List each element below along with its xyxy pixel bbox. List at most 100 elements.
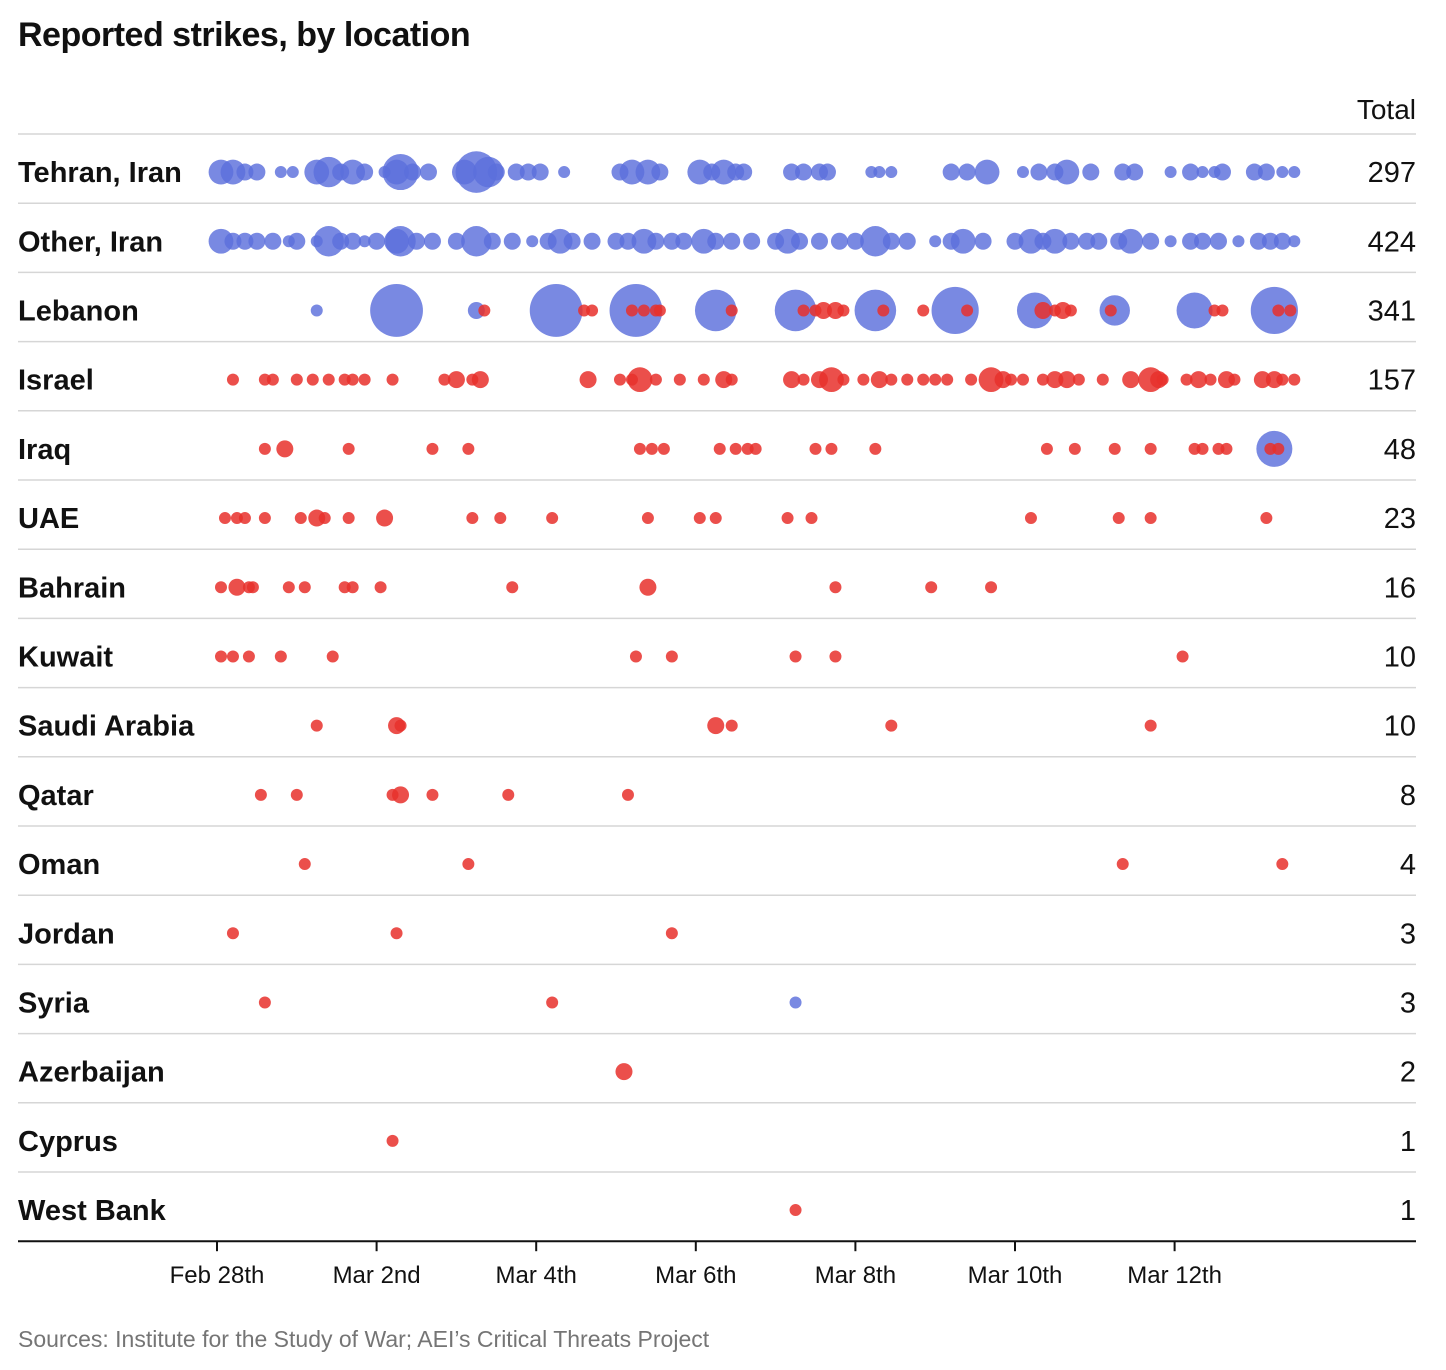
strike-dot-blue bbox=[694, 289, 737, 332]
strike-dot-blue bbox=[1176, 292, 1213, 329]
strike-dot-blue bbox=[1016, 166, 1029, 179]
strike-dot-red bbox=[877, 304, 890, 317]
strike-dot-blue bbox=[783, 163, 801, 181]
location-row: Other, Iran 424 bbox=[18, 226, 1416, 274]
strike-dot-blue bbox=[531, 163, 549, 181]
strike-dot-red bbox=[869, 442, 882, 455]
row-total: 48 bbox=[1384, 434, 1416, 466]
strike-dot-red bbox=[870, 371, 888, 389]
strike-dot-red bbox=[1228, 373, 1241, 386]
strike-dot-red bbox=[238, 512, 251, 525]
strike-dot-red bbox=[693, 512, 706, 525]
row-total: 8 bbox=[1400, 780, 1416, 812]
strike-dot-blue bbox=[356, 163, 374, 181]
strike-dot-blue bbox=[526, 235, 539, 248]
strike-dot-blue bbox=[408, 232, 425, 250]
strike-dot-red bbox=[749, 442, 762, 455]
strike-dot-red bbox=[426, 788, 439, 801]
strike-dot-red bbox=[783, 371, 801, 389]
strike-dot-blue bbox=[1288, 235, 1301, 248]
strike-dot-red bbox=[925, 581, 938, 594]
strike-dot-red bbox=[1272, 304, 1285, 317]
strike-dot-blue bbox=[1276, 166, 1289, 179]
row-label: Qatar bbox=[18, 780, 94, 812]
strike-dot-red bbox=[1058, 371, 1076, 389]
row-label: UAE bbox=[18, 503, 79, 535]
strike-dot-red bbox=[1108, 442, 1121, 455]
strike-dot-red bbox=[346, 581, 359, 594]
strike-dot-red bbox=[298, 858, 311, 871]
x-tick-label: Mar 12th bbox=[1127, 1262, 1222, 1289]
strike-dot-red bbox=[358, 373, 371, 386]
strike-dot-red bbox=[506, 581, 519, 594]
strike-dot-blue bbox=[647, 232, 665, 250]
strike-dot-red bbox=[1156, 373, 1169, 386]
strike-dot-blue bbox=[882, 232, 900, 250]
location-row: Iraq 48 bbox=[18, 430, 1416, 481]
strike-dot-blue bbox=[1213, 163, 1231, 181]
strike-dot-red bbox=[447, 371, 465, 389]
strike-dot-blue bbox=[873, 166, 886, 179]
strike-dot-blue bbox=[1030, 163, 1048, 181]
chart-title: Reported strikes, by location bbox=[18, 16, 471, 54]
strike-dot-red bbox=[901, 373, 914, 386]
strike-dot-red bbox=[941, 373, 954, 386]
strike-dot-red bbox=[1112, 512, 1125, 525]
strike-dot-red bbox=[805, 512, 818, 525]
strike-dot-blue bbox=[382, 154, 419, 191]
strike-dot-red bbox=[1176, 650, 1189, 663]
strike-dot-blue bbox=[385, 226, 416, 257]
row-label: Syria bbox=[18, 987, 90, 1019]
strike-dot-red bbox=[615, 1063, 633, 1081]
strike-dot-blue bbox=[1082, 163, 1100, 181]
strike-dot-red bbox=[1034, 301, 1052, 319]
strike-dot-red bbox=[290, 373, 303, 386]
row-label: Lebanon bbox=[18, 295, 139, 327]
strike-dot-red bbox=[985, 581, 998, 594]
strike-dot-blue bbox=[1194, 232, 1212, 250]
strike-dot-blue bbox=[519, 163, 537, 181]
strike-dot-blue bbox=[529, 284, 583, 337]
strike-dot-red bbox=[645, 442, 658, 455]
strike-dot-red bbox=[246, 581, 259, 594]
location-row: Saudi Arabia 10 bbox=[18, 711, 1416, 758]
strike-dot-red bbox=[306, 373, 319, 386]
strike-dot-blue bbox=[1006, 232, 1024, 250]
strike-dot-blue bbox=[344, 232, 362, 250]
row-label: Jordan bbox=[18, 918, 115, 950]
strike-dot-red bbox=[809, 442, 822, 455]
strike-dot-red bbox=[965, 373, 978, 386]
strike-dot-red bbox=[1272, 442, 1285, 455]
strike-dot-blue bbox=[487, 163, 505, 181]
strike-dot-blue bbox=[1078, 232, 1096, 250]
row-total: 3 bbox=[1400, 987, 1416, 1019]
row-label: Israel bbox=[18, 365, 94, 397]
strike-dot-blue bbox=[1196, 166, 1209, 179]
row-label: Iraq bbox=[18, 434, 71, 466]
strike-dot-blue bbox=[1118, 228, 1144, 254]
row-total: 4 bbox=[1400, 849, 1416, 881]
strike-dot-red bbox=[885, 373, 898, 386]
strike-dot-blue bbox=[248, 163, 266, 181]
strike-dot-blue bbox=[723, 232, 741, 250]
strike-dot-red bbox=[885, 719, 898, 732]
strike-dot-blue bbox=[558, 166, 571, 179]
strike-dot-blue bbox=[310, 304, 323, 317]
strike-dot-red bbox=[346, 373, 359, 386]
strike-dot-red bbox=[825, 442, 838, 455]
row-label: Bahrain bbox=[18, 572, 126, 604]
strike-dot-blue bbox=[563, 232, 581, 250]
strike-dot-red bbox=[1276, 858, 1289, 871]
strike-dot-red bbox=[310, 719, 323, 732]
row-total: 2 bbox=[1400, 1057, 1416, 1089]
strike-dot-red bbox=[502, 788, 515, 801]
strike-dot-red bbox=[376, 509, 394, 527]
strike-dot-red bbox=[226, 373, 239, 386]
strike-dot-blue bbox=[264, 232, 282, 250]
strike-dot-blue bbox=[974, 232, 992, 250]
strike-dot-red bbox=[342, 512, 355, 525]
strike-dot-blue bbox=[1288, 166, 1301, 179]
row-label: Kuwait bbox=[18, 641, 113, 673]
strike-dot-red bbox=[781, 512, 794, 525]
strike-dot-red bbox=[390, 927, 403, 940]
